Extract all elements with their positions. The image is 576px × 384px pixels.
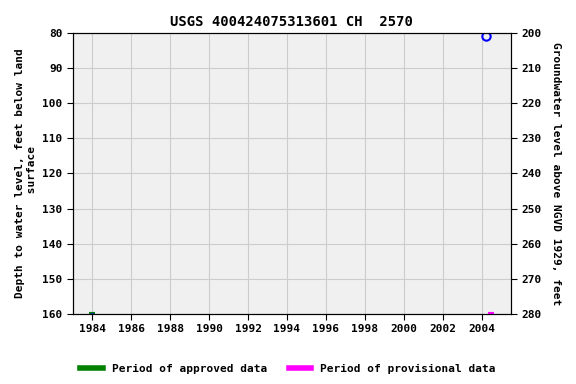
Title: USGS 400424075313601 CH  2570: USGS 400424075313601 CH 2570 — [170, 15, 414, 29]
Y-axis label: Depth to water level, feet below land
 surface: Depth to water level, feet below land su… — [15, 49, 37, 298]
Y-axis label: Groundwater level above NGVD 1929, feet: Groundwater level above NGVD 1929, feet — [551, 42, 561, 305]
Legend: Period of approved data, Period of provisional data: Period of approved data, Period of provi… — [76, 359, 500, 379]
